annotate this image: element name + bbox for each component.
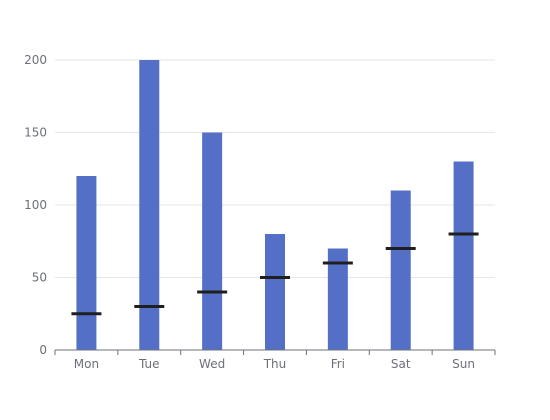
- y-tick-label: 150: [24, 126, 47, 140]
- bar-wed[interactable]: [202, 132, 223, 351]
- y-tick-label: 100: [24, 198, 47, 212]
- y-axis-labels: 0 50 100 150 200: [24, 53, 47, 357]
- bar-mon[interactable]: [76, 176, 97, 350]
- x-tick-label-wed: Wed: [199, 357, 225, 371]
- x-axis-labels: Mon Tue Wed Thu Fri Sat Sun: [74, 357, 475, 371]
- x-tick-label-mon: Mon: [74, 357, 99, 371]
- x-tick-label-thu: Thu: [263, 357, 287, 371]
- markers: [71, 232, 479, 316]
- bar-thu[interactable]: [265, 234, 285, 350]
- bar-sun[interactable]: [453, 161, 474, 351]
- y-tick-label: 50: [32, 271, 47, 285]
- x-tick-label-sun: Sun: [452, 357, 475, 371]
- bar-tue[interactable]: [139, 60, 160, 350]
- x-tick-label-tue: Tue: [138, 357, 160, 371]
- x-axis: [54, 349, 496, 355]
- bar-fri[interactable]: [327, 248, 348, 351]
- y-tick-label: 0: [39, 343, 47, 357]
- x-tick-label-sat: Sat: [391, 357, 411, 371]
- x-tick-label-fri: Fri: [331, 357, 345, 371]
- y-tick-label: 200: [24, 53, 47, 67]
- bar-sat[interactable]: [390, 190, 411, 351]
- bars: [76, 60, 474, 351]
